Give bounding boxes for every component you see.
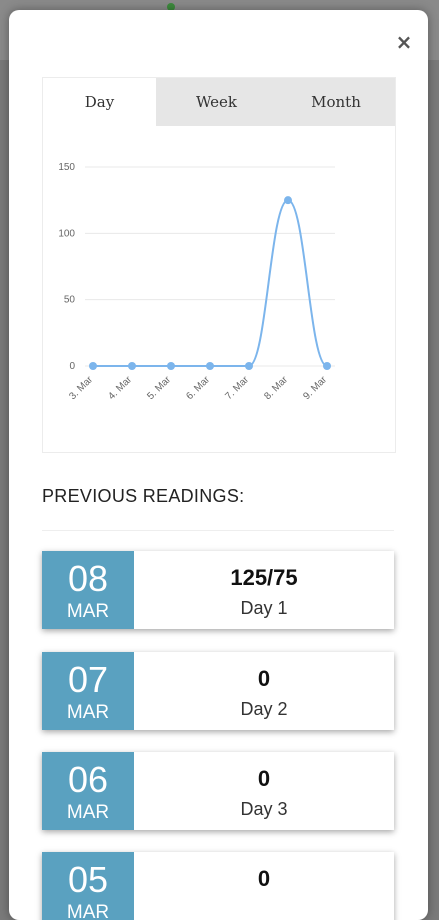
date-month: MAR [66, 802, 110, 823]
x-tick-label: 8. Mar [262, 374, 290, 402]
y-tick-label: 0 [69, 361, 75, 372]
data-point[interactable] [245, 362, 253, 370]
data-point[interactable] [167, 362, 175, 370]
tab-month[interactable]: Month [277, 78, 395, 126]
tab-day[interactable]: Day [43, 78, 156, 126]
reading-label: Day 3 [240, 799, 288, 819]
date-day: 08 [67, 558, 109, 599]
x-tick-label: 5. Mar [145, 374, 173, 402]
y-tick-label: 50 [64, 295, 76, 306]
readings-modal: × Day Week Month 0 50 100 150 3. Mar 4. Mar 5.… [9, 10, 428, 920]
y-tick-label: 150 [58, 162, 75, 173]
readings-chart: 0 50 100 150 3. Mar 4. Mar 5. Mar 6. Mar 7. Mar 8… [58, 162, 335, 402]
data-point[interactable] [128, 362, 136, 370]
x-tick-label: 6. Mar [184, 374, 212, 402]
date-month: MAR [66, 702, 110, 723]
reading-value: 0 [257, 666, 271, 691]
backdrop-icon [167, 3, 175, 11]
date-month: MAR [66, 601, 110, 622]
date-badge: 07 MAR [42, 652, 134, 730]
reading-value: 125/75 [230, 565, 298, 590]
previous-readings-title: PREVIOUS READINGS: [42, 486, 245, 506]
data-point[interactable] [323, 362, 331, 370]
y-tick-label: 100 [58, 228, 75, 239]
x-tick-label: 4. Mar [106, 374, 134, 402]
x-tick-label: 7. Mar [223, 374, 251, 402]
period-tabs: Day Week Month [43, 78, 395, 126]
series-line [93, 199, 328, 367]
reading-label: Day 1 [240, 598, 288, 618]
close-icon[interactable]: × [395, 30, 413, 54]
reading-value: 0 [257, 866, 271, 891]
reading-card[interactable]: 08 MAR 125/75 Day 1 [42, 551, 394, 629]
data-point[interactable] [206, 362, 214, 370]
date-day: 07 [67, 659, 109, 700]
reading-card[interactable]: 05 MAR 0 [42, 852, 394, 920]
reading-label: Day 2 [240, 699, 288, 719]
x-tick-label: 3. Mar [67, 374, 95, 402]
x-tick-label: 9. Mar [301, 374, 329, 402]
date-badge: 08 MAR [42, 551, 134, 629]
reading-card[interactable]: 07 MAR 0 Day 2 [42, 652, 394, 730]
data-point[interactable] [284, 196, 292, 205]
date-badge: 06 MAR [42, 752, 134, 830]
date-day: 06 [67, 759, 109, 800]
reading-card[interactable]: 06 MAR 0 Day 3 [42, 752, 394, 830]
data-point[interactable] [89, 362, 97, 370]
date-month: MAR [66, 902, 110, 920]
tab-week[interactable]: Week [156, 78, 277, 126]
chart-card: Day Week Month 0 50 100 150 3. Mar 4. Mar 5. M… [42, 77, 396, 453]
date-day: 05 [67, 859, 109, 900]
reading-value: 0 [257, 766, 271, 791]
date-badge: 05 MAR [42, 852, 134, 920]
divider [42, 530, 394, 531]
